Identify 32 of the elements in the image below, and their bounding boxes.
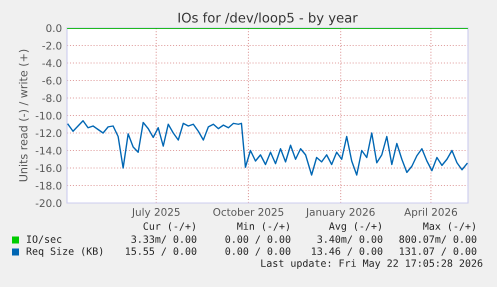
y-tick-label: -4.0: [42, 59, 62, 68]
y-axis-title: Units read (-) / write (+): [18, 50, 29, 182]
legend-label: Req Size (KB): [26, 247, 102, 257]
y-tick-label: -10.0: [36, 112, 62, 120]
x-tick-label: April 2026: [404, 208, 458, 218]
text: Avg (-/+): [329, 222, 381, 232]
y-tick-label: -18.0: [36, 182, 62, 190]
text: Last update: Fri May 22 17:05:28 2026: [261, 259, 482, 269]
text: Max (-/+): [423, 222, 475, 232]
legend-label: IO/sec: [26, 235, 62, 244]
text: 0.00 / 0.00: [225, 247, 290, 256]
text: 3.40m/ 0.00: [317, 235, 382, 244]
y-tick-label: -16.0: [36, 164, 62, 172]
y-tick-label: -14.0: [36, 146, 62, 155]
text: 0.00 / 0.00: [225, 235, 290, 244]
text: 13.46 / 0.00: [312, 247, 382, 256]
x-tick-label: January 2026: [305, 208, 375, 218]
x-tick-label: October 2025: [213, 208, 284, 216]
y-tick-label: -8.0: [42, 94, 62, 102]
text: 800.07m/ 0.00: [399, 235, 476, 244]
chart-title: IOs for /dev/loop5 - by year: [178, 12, 358, 26]
y-tick-label: 0.0: [46, 24, 62, 32]
text: 3.33m/ 0.00: [131, 235, 196, 244]
y-tick-label: -2.0: [42, 42, 62, 50]
text: 15.55 / 0.00: [126, 247, 196, 256]
text: Cur (-/+): [143, 222, 195, 232]
y-tick-label: -12.0: [36, 129, 62, 138]
x-tick-label: July 2025: [131, 208, 180, 218]
text: 131.07 / 0.00: [400, 247, 476, 256]
y-tick-label: -20.0: [36, 199, 62, 208]
y-tick-label: -6.0: [42, 76, 62, 85]
text: Min (-/+): [237, 222, 289, 232]
